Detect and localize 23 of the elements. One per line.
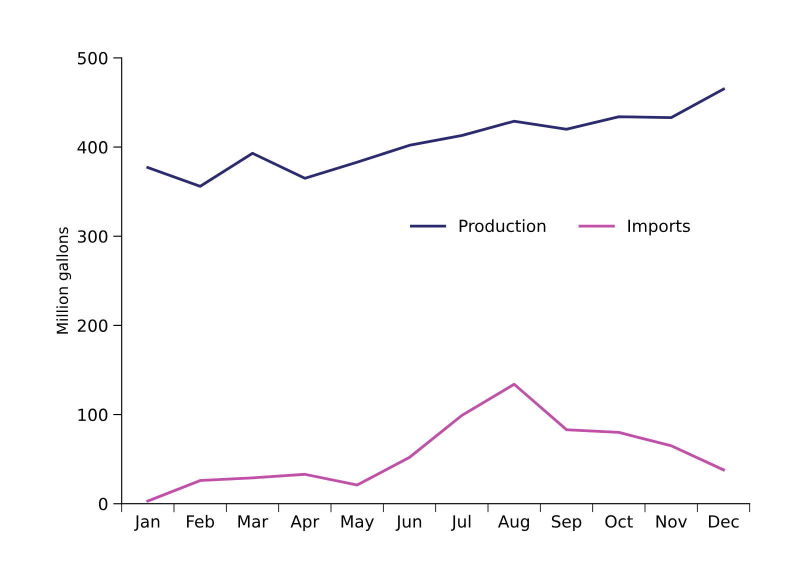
legend-label: Imports bbox=[628, 220, 690, 236]
line-series bbox=[146, 88, 725, 188]
x-tick-label: Mar bbox=[238, 515, 268, 528]
x-tick-label: Aug bbox=[498, 515, 529, 531]
y-tick-label: 100 bbox=[78, 408, 108, 422]
line-series bbox=[146, 382, 725, 502]
x-tick-label: Dec bbox=[709, 515, 739, 528]
x-tick-label: Oct bbox=[605, 515, 633, 528]
x-tick-label: Jul bbox=[450, 514, 470, 531]
y-tick-label: 400 bbox=[77, 141, 108, 154]
y-tick-label: 500 bbox=[78, 52, 108, 64]
x-tick-label: May bbox=[342, 515, 374, 531]
y-tick-label: 300 bbox=[78, 230, 108, 243]
y-tick-label: 200 bbox=[78, 319, 108, 332]
y-tick-label: 0 bbox=[98, 498, 108, 510]
x-tick-label: Jan bbox=[134, 515, 160, 531]
x-tick-label: Nov bbox=[656, 515, 687, 528]
legend-label: Production bbox=[460, 219, 546, 232]
x-tick-label: Feb bbox=[187, 514, 214, 528]
x-tick-label: Jun bbox=[396, 515, 422, 531]
y-axis-title: Million gallons bbox=[56, 227, 72, 334]
x-tick-label: Apr bbox=[290, 515, 320, 531]
x-tick-label: Sep bbox=[552, 515, 582, 531]
